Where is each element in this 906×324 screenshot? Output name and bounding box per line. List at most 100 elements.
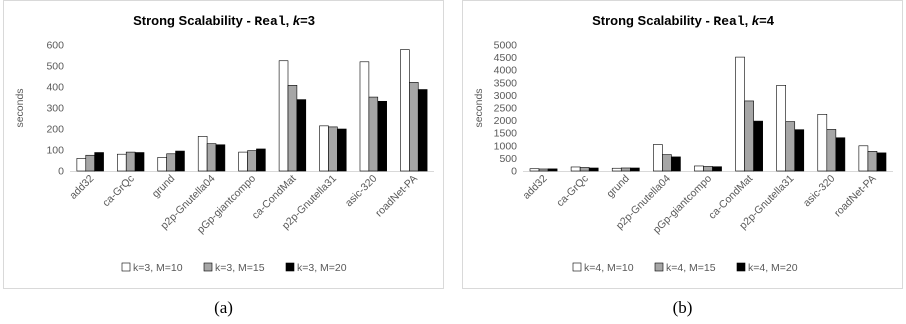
bar-grund-series-3: [175, 150, 185, 172]
y-tick-label: 3500: [494, 77, 518, 89]
chart-b: Strong Scalability - Real, k=4seconds050…: [473, 13, 893, 274]
y-axis-title: seconds: [14, 88, 26, 127]
bar-roadNet-PA-series-2: [409, 82, 419, 172]
bar-pGp-giantcompo-series-1: [694, 165, 704, 172]
bar-ca-GrQc-series-3: [134, 152, 145, 172]
bar-asic-320-series-1: [817, 114, 828, 172]
bar-p2p-Gnutella31-series-2: [785, 121, 796, 172]
category-label: ca-GrQc: [554, 173, 591, 210]
bar-ca-CondMat-series-3: [753, 120, 763, 172]
legend-swatch: [654, 262, 664, 272]
legend-label: k=3, M=10: [133, 262, 183, 274]
category-label: add32: [67, 173, 96, 202]
y-tick-label: 4500: [494, 52, 518, 64]
bar-p2p-Gnutella04-series-3: [215, 144, 226, 172]
chart-panel-a: Strong Scalability - Real, k=3 seconds 0 10…: [3, 0, 444, 289]
bar-grund-series-1: [157, 157, 167, 172]
bar-ca-GrQc-series-2: [579, 167, 590, 172]
category-label: asic-320: [343, 173, 380, 210]
chart-title: Strong Scalability - Real, k=4: [592, 13, 775, 29]
chart-title: Strong Scalability - Real, k=3: [133, 13, 315, 29]
bar-add32-series-3: [94, 152, 104, 172]
bar-ca-GrQc-series-1: [570, 166, 581, 172]
bar-grund-series-2: [166, 153, 176, 172]
bar-ca-CondMat-series-1: [735, 56, 745, 172]
y-tick-label: 100: [46, 145, 64, 157]
bar-add32-series-1: [529, 168, 540, 172]
bar-p2p-Gnutella31-series-1: [319, 125, 329, 172]
bar-pGp-giantcompo-series-3: [712, 166, 722, 172]
bar-add32-series-2: [538, 168, 549, 172]
bar-ca-GrQc-series-1: [117, 153, 127, 172]
legend-swatch: [121, 262, 131, 272]
legend-label: k=4, M=10: [584, 262, 634, 274]
bar-p2p-Gnutella31-series-3: [337, 128, 347, 172]
bar-add32-series-3: [547, 168, 558, 172]
y-tick-label: 2500: [494, 103, 518, 115]
bar-asic-320-series-1: [359, 61, 370, 172]
caption-a: (a): [214, 298, 233, 317]
bar-roadNet-PA-series-3: [417, 89, 428, 172]
bar-pGp-giantcompo-series-2: [247, 150, 257, 172]
y-tick-label: 5000: [494, 40, 518, 52]
y-tick-label: 500: [499, 153, 517, 165]
legend-label: k=3, M=20: [297, 262, 347, 274]
bar-roadNet-PA-series-2: [867, 151, 878, 172]
bar-p2p-Gnutella04-series-3: [671, 156, 681, 172]
y-tick-label: 1500: [494, 128, 518, 140]
y-tick-label: 2000: [494, 115, 518, 127]
bar-ca-CondMat-series-2: [287, 85, 298, 172]
bar-asic-320-series-3: [377, 100, 387, 172]
bar-roadNet-PA-series-1: [400, 49, 410, 172]
y-tick-label: 400: [46, 82, 64, 94]
bar-roadNet-PA-series-3: [876, 152, 887, 172]
bar-ca-CondMat-series-1: [278, 60, 289, 172]
y-tick-label: 4000: [494, 65, 518, 77]
legend: k=3, M=10 k=3, M=15 k=3, M=20: [121, 262, 347, 274]
y-tick-label: 300: [46, 103, 64, 115]
bar-add32-series-2: [85, 154, 95, 172]
bar-grund-series-3: [630, 167, 640, 172]
bar-ca-CondMat-series-3: [296, 99, 307, 172]
bar-asic-320-series-3: [835, 137, 846, 172]
category-label: add32: [521, 173, 550, 202]
y-tick-label: 200: [46, 124, 64, 136]
bar-pGp-giantcompo-series-1: [238, 151, 248, 172]
y-tick-label: 0: [511, 166, 517, 178]
bar-roadNet-PA-series-1: [858, 145, 869, 172]
legend-label: k=4, M=15: [666, 262, 716, 274]
legend-swatch: [203, 262, 213, 272]
bar-p2p-Gnutella31-series-3: [794, 129, 805, 172]
bar-asic-320-series-2: [368, 96, 379, 172]
category-label: asic-320: [801, 173, 838, 210]
y-tick-label: 3000: [494, 90, 518, 102]
caption-b: (b): [672, 298, 693, 317]
legend-label: k=3, M=15: [215, 262, 265, 274]
category-label: roadNet-PA: [373, 173, 420, 220]
legend-swatch: [285, 262, 295, 272]
chart-panel-b: Strong Scalability - Real, k=4 seconds 0 50…: [462, 0, 903, 289]
legend-label: k=4, M=20: [748, 262, 798, 274]
category-label: ca-GrQc: [100, 173, 137, 210]
category-label: grund: [150, 173, 178, 201]
bar-ca-CondMat-series-2: [744, 100, 754, 172]
bar-asic-320-series-2: [826, 129, 837, 172]
bar-p2p-Gnutella04-series-2: [206, 143, 217, 172]
y-axis-title: seconds: [473, 88, 485, 127]
y-tick-label: 0: [58, 166, 64, 178]
y-tick-label: 1000: [494, 140, 518, 152]
y-tick-label: 500: [46, 61, 64, 73]
bar-pGp-giantcompo-series-3: [256, 148, 266, 172]
category-label: grund: [604, 173, 632, 201]
bar-add32-series-1: [76, 158, 87, 172]
bar-p2p-Gnutella04-series-1: [197, 136, 208, 172]
bar-p2p-Gnutella04-series-2: [662, 154, 672, 172]
bar-p2p-Gnutella31-series-2: [328, 126, 338, 172]
legend: k=4, M=10 k=4, M=15 k=4, M=20: [572, 262, 798, 274]
bar-ca-GrQc-series-3: [588, 167, 599, 172]
chart-a: Strong Scalability - Real, k=3 seconds 0 10…: [14, 13, 434, 274]
legend-swatch: [736, 262, 746, 272]
bar-pGp-giantcompo-series-2: [703, 166, 713, 172]
bar-p2p-Gnutella04-series-1: [653, 144, 663, 172]
y-tick-label: 600: [46, 40, 64, 52]
